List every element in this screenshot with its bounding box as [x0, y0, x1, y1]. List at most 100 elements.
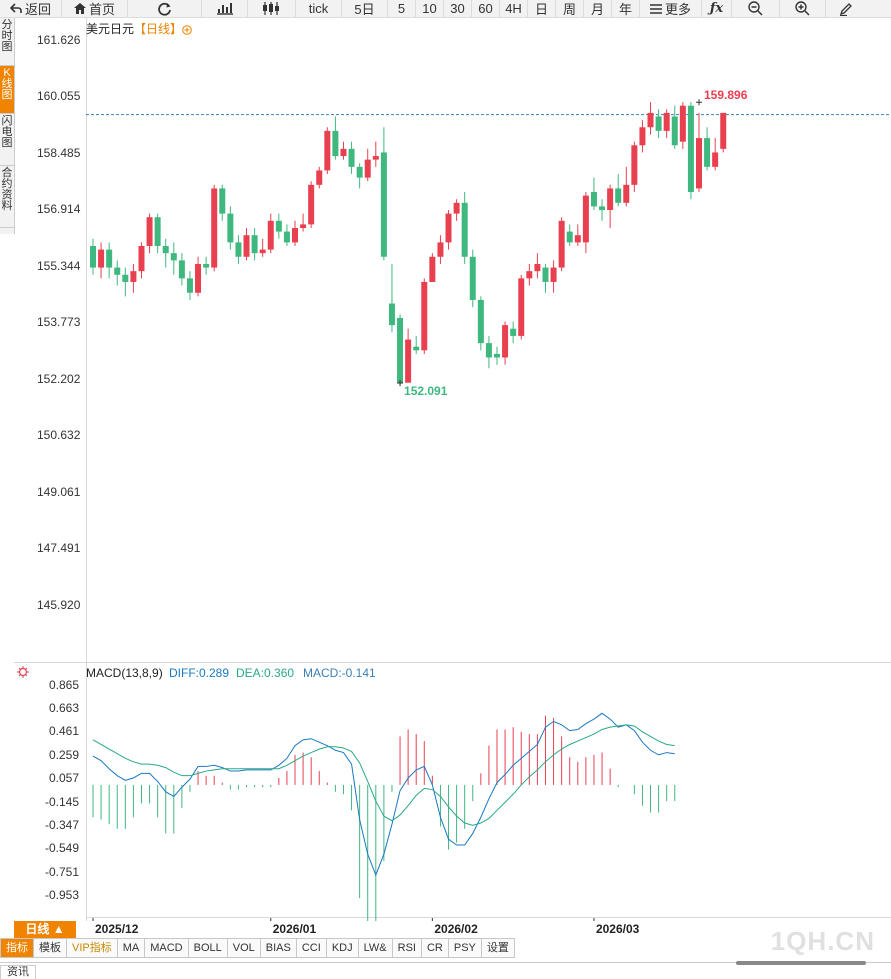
- candle-up: [502, 325, 509, 358]
- macd-tick: -0.751: [45, 865, 79, 879]
- back-button[interactable]: 返回: [0, 0, 62, 17]
- period-60min[interactable]: 60: [472, 0, 500, 17]
- candle-down: [566, 231, 573, 243]
- candle-down: [122, 274, 129, 282]
- tab-bias[interactable]: BIAS: [260, 938, 297, 958]
- macd-hist-value: MACD:-0.141: [303, 666, 376, 680]
- tab-macd[interactable]: MACD: [145, 938, 189, 958]
- draw-button[interactable]: [826, 0, 866, 17]
- chart-canvas[interactable]: 美元日元 【日线】 161.626 160.055 158.485 156.91…: [0, 18, 891, 921]
- price-tick: 153.773: [37, 315, 81, 329]
- sidebar-item-contract[interactable]: 合约资料: [0, 166, 14, 228]
- price-tick: 149.061: [37, 485, 81, 499]
- candle-down: [485, 343, 492, 358]
- candle-up: [421, 281, 428, 351]
- tab-cci[interactable]: CCI: [296, 938, 327, 958]
- period-30min[interactable]: 30: [444, 0, 472, 17]
- min-marker: 152.091: [397, 380, 448, 398]
- period-5min[interactable]: 5: [388, 0, 416, 17]
- candle-down: [275, 220, 282, 232]
- title-add-icon[interactable]: [182, 25, 192, 35]
- date-labels: 2025/12 2026/01 2026/02 2026/03: [95, 922, 640, 936]
- bar-chart-button[interactable]: [202, 0, 248, 17]
- candle-down: [397, 317, 404, 383]
- date-label: 2025/12: [95, 922, 139, 936]
- candle-down: [186, 278, 193, 293]
- candle-up: [138, 245, 145, 272]
- zoom-in-button[interactable]: [780, 0, 826, 17]
- view-sidebar: 分时图 K线图 闪电图 合约资料: [0, 18, 15, 234]
- tab-boll[interactable]: BOLL: [188, 938, 228, 958]
- candle-down: [162, 245, 169, 254]
- period-label: 【日线】: [134, 22, 182, 36]
- macd-dea-value: DEA:0.360: [236, 666, 294, 680]
- period-week[interactable]: 周: [556, 0, 584, 17]
- more-button[interactable]: 更多: [640, 0, 702, 17]
- refresh-button[interactable]: [128, 0, 202, 17]
- candle-up: [720, 112, 727, 149]
- candle-down: [106, 249, 113, 268]
- tab-cr[interactable]: CR: [421, 938, 449, 958]
- macd-histogram: [92, 715, 676, 921]
- formula-button[interactable]: ƒx: [702, 0, 732, 17]
- tab-ma[interactable]: MA: [117, 938, 146, 958]
- candle-up: [679, 105, 686, 142]
- period-day[interactable]: 日: [528, 0, 556, 17]
- sidebar-item-intraday[interactable]: 分时图: [0, 18, 14, 66]
- price-axis: 161.626 160.055 158.485 156.914 155.344 …: [37, 33, 81, 612]
- tab-news[interactable]: 资讯: [0, 965, 36, 979]
- candle-up: [558, 220, 565, 268]
- tab-kdj[interactable]: KDJ: [326, 938, 359, 958]
- period-10min[interactable]: 10: [416, 0, 444, 17]
- price-tick: 161.626: [37, 33, 81, 47]
- horizontal-scrollbar[interactable]: [736, 961, 866, 965]
- tab-indicators[interactable]: 指标: [0, 938, 34, 958]
- home-button[interactable]: 首页: [62, 0, 128, 17]
- candle-down: [203, 263, 210, 268]
- info-bar: 资讯: [0, 962, 891, 979]
- period-5day[interactable]: 5日: [342, 0, 388, 17]
- candle-up: [429, 256, 436, 282]
- candle-up: [453, 202, 460, 214]
- tab-rsi[interactable]: RSI: [392, 938, 422, 958]
- candle-down: [687, 105, 694, 193]
- candle-up: [607, 188, 614, 211]
- tab-psy[interactable]: PSY: [448, 938, 482, 958]
- candle-up: [300, 224, 307, 228]
- bar-chart-icon: [216, 2, 234, 15]
- tab-lw[interactable]: LW&: [358, 938, 393, 958]
- watermark: 1QH.CN: [770, 926, 875, 956]
- tab-vip-indicators[interactable]: VIP指标: [67, 938, 118, 958]
- candle-down: [283, 231, 290, 243]
- candlestick-button[interactable]: [248, 0, 296, 17]
- min-price-label: 152.091: [404, 384, 448, 398]
- tab-settings[interactable]: 设置: [481, 938, 515, 958]
- tick-button[interactable]: tick: [296, 0, 342, 17]
- price-tick: 160.055: [37, 89, 81, 103]
- period-selector-tab[interactable]: 日线 ▲: [14, 921, 76, 938]
- macd-diff-value: DIFF:0.289: [169, 666, 229, 680]
- sidebar-item-kline[interactable]: K线图: [0, 66, 14, 114]
- candle-up: [243, 235, 250, 257]
- candle-down: [704, 138, 711, 167]
- zoom-out-button[interactable]: [732, 0, 780, 17]
- tab-vol[interactable]: VOL: [227, 938, 261, 958]
- period-year[interactable]: 年: [612, 0, 640, 17]
- candle-up: [211, 188, 218, 268]
- back-arrow-icon: [9, 3, 22, 14]
- candle-down: [469, 256, 476, 300]
- pencil-icon: [839, 2, 853, 16]
- sidebar-item-flash[interactable]: 闪电图: [0, 114, 14, 166]
- candle-up: [98, 249, 105, 268]
- period-4h[interactable]: 4H: [500, 0, 528, 17]
- macd-settings-icon[interactable]: [17, 666, 29, 678]
- macd-tick: -0.953: [45, 888, 79, 902]
- macd-dea-line: [92, 724, 675, 826]
- candle-up: [292, 227, 298, 243]
- tab-templates[interactable]: 模板: [34, 938, 67, 958]
- period-month[interactable]: 月: [584, 0, 612, 17]
- candle-down: [494, 353, 500, 358]
- candle-up: [146, 217, 153, 246]
- candle-down: [510, 328, 517, 336]
- toolbar: 返回 首页 tick 5日 5 10 30 60 4H 日 周 月 年 更多 ƒ…: [0, 0, 891, 18]
